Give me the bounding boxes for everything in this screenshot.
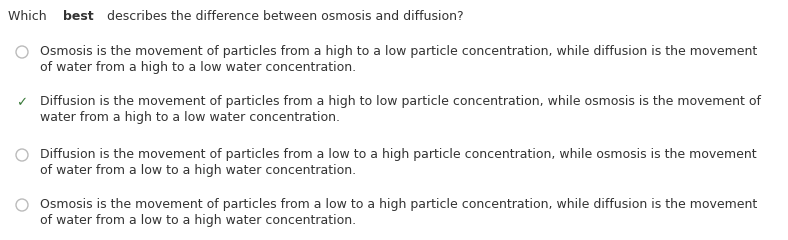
Text: of water from a low to a high water concentration.: of water from a low to a high water conc…	[40, 164, 356, 177]
Text: Osmosis is the movement of particles from a low to a high particle concentration: Osmosis is the movement of particles fro…	[40, 198, 757, 211]
Text: describes the difference between osmosis and diffusion?: describes the difference between osmosis…	[102, 10, 463, 23]
Text: Diffusion is the movement of particles from a low to a high particle concentrati: Diffusion is the movement of particles f…	[40, 148, 756, 161]
Text: of water from a low to a high water concentration.: of water from a low to a high water conc…	[40, 214, 356, 227]
Text: of water from a high to a low water concentration.: of water from a high to a low water conc…	[40, 61, 356, 74]
Text: Osmosis is the movement of particles from a high to a low particle concentration: Osmosis is the movement of particles fro…	[40, 45, 757, 58]
Text: Diffusion is the movement of particles from a high to low particle concentration: Diffusion is the movement of particles f…	[40, 95, 761, 108]
Text: water from a high to a low water concentration.: water from a high to a low water concent…	[40, 111, 340, 124]
Text: ✓: ✓	[17, 96, 28, 109]
Text: best: best	[63, 10, 94, 23]
Text: Which: Which	[8, 10, 50, 23]
